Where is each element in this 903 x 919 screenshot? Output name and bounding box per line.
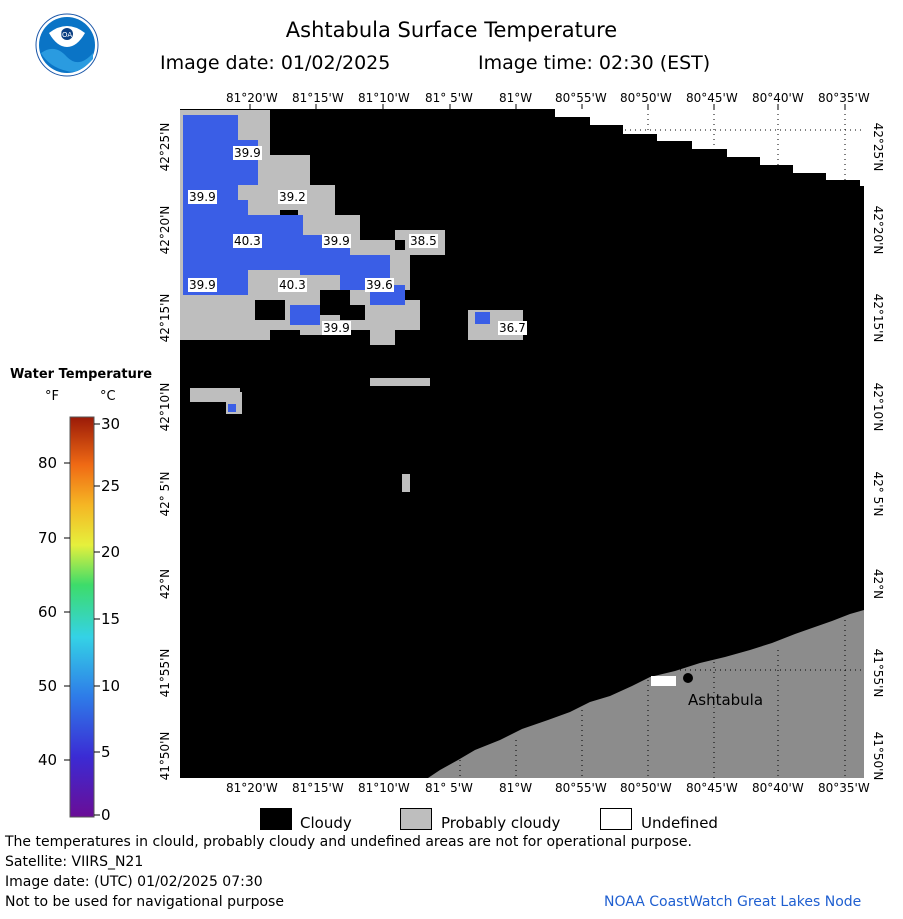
temperature-label: 39.9 — [188, 278, 217, 292]
legend-tick-f: 60 — [38, 603, 58, 621]
lat-label-right: 42°N — [871, 568, 885, 600]
legend-tick-f: 40 — [38, 751, 58, 769]
ashtabula-marker — [683, 673, 693, 683]
legend-tick-c: 15 — [101, 610, 121, 628]
utc-date-text: Image date: (UTC) 01/02/2025 07:30 — [5, 874, 263, 890]
temperature-label: 39.9 — [188, 190, 217, 204]
lat-label-left: 42°25'N — [158, 122, 172, 172]
image-time: Image time: 02:30 (EST) — [478, 52, 711, 74]
undefined-label: Undefined — [641, 814, 718, 832]
lat-label-left: 42°20'N — [158, 205, 172, 255]
legend-unit-celsius: °C — [100, 389, 116, 404]
lat-label-right: 42°15'N — [871, 293, 885, 343]
lat-label-right: 42°10'N — [871, 382, 885, 432]
lon-label-bottom: 80°50'W — [620, 781, 672, 795]
lon-label-bottom: 81° 5'W — [425, 781, 473, 795]
lat-label-right: 42°25'N — [871, 122, 885, 172]
lon-ticks — [249, 104, 846, 109]
legend-unit-fahrenheit: °F — [45, 389, 59, 404]
temperature-colorbar — [69, 416, 95, 818]
legend-tick-c: 30 — [101, 415, 121, 433]
legend-tick-c: 5 — [101, 743, 111, 761]
lon-label-top: 80°45'W — [686, 91, 738, 105]
legend-tick-c: 0 — [101, 806, 111, 824]
land-grid-lines — [459, 620, 864, 778]
cloudy-swatch — [260, 808, 292, 830]
lon-label-bottom: 80°35'W — [818, 781, 870, 795]
undefined-swatch — [600, 808, 632, 830]
lat-label-right: 41°50'N — [871, 731, 885, 781]
temperature-label: 39.2 — [278, 190, 307, 204]
lon-label-top: 81°10'W — [358, 91, 410, 105]
temperature-label: 39.6 — [365, 278, 394, 292]
legend-tick-c: 20 — [101, 543, 121, 561]
legend-tick-f: 50 — [38, 677, 58, 695]
lon-label-top: 80°40'W — [752, 91, 804, 105]
lat-label-right: 42° 5'N — [871, 471, 885, 517]
colorbar-ticks — [64, 423, 100, 816]
lat-label-right: 42°20'N — [871, 205, 885, 255]
lon-label-top: 81°20'W — [226, 91, 278, 105]
lat-label-left: 41°55'N — [158, 648, 172, 698]
temperature-label: 39.9 — [322, 234, 351, 248]
satellite-text: Satellite: VIIRS_N21 — [5, 854, 144, 870]
temperature-label: 36.7 — [498, 321, 527, 335]
legend-tick-f: 70 — [38, 529, 58, 547]
lon-label-top: 81° 5'W — [425, 91, 473, 105]
undefined-shore — [651, 676, 676, 686]
lon-label-bottom: 81°10'W — [358, 781, 410, 795]
undefined-region — [555, 109, 864, 186]
disclaimer-text: The temperatures in clould, probably clo… — [5, 834, 692, 850]
temperature-label: 39.9 — [322, 321, 351, 335]
temperature-label: 40.3 — [278, 278, 307, 292]
map-title: Ashtabula Surface Temperature — [285, 18, 618, 42]
legend-tick-f: 80 — [38, 454, 58, 472]
legend-tick-c: 25 — [101, 477, 121, 495]
lat-label-left: 42°10'N — [158, 382, 172, 432]
lon-label-bottom: 80°45'W — [686, 781, 738, 795]
legend-tick-c: 10 — [101, 677, 121, 695]
noaa-logo: NOAA — [35, 13, 99, 77]
lon-label-bottom: 81°W — [499, 781, 533, 795]
cloudy-label: Cloudy — [300, 814, 352, 832]
place-label-ashtabula: Ashtabula — [688, 691, 764, 709]
grid-lines — [555, 109, 864, 180]
credit-text: NOAA CoastWatch Great Lakes Node — [604, 894, 862, 910]
logo-text: NOAA — [57, 31, 78, 39]
probably-cloudy-swatch — [400, 808, 432, 830]
lon-label-bottom: 80°40'W — [752, 781, 804, 795]
lat-label-left: 42°N — [158, 568, 172, 600]
temperature-label: 39.9 — [233, 146, 262, 160]
lat-label-right: 41°55'N — [871, 648, 885, 698]
navigation-warning: Not to be used for navigational purpose — [5, 894, 284, 910]
temperature-label: 40.3 — [233, 234, 262, 248]
lat-label-left: 42° 5'N — [158, 471, 172, 517]
lon-label-top: 80°35'W — [818, 91, 870, 105]
land-region — [428, 610, 864, 778]
legend-title: Water Temperature — [10, 367, 153, 382]
lon-label-bottom: 81°15'W — [292, 781, 344, 795]
image-date: Image date: 01/02/2025 — [160, 52, 391, 74]
lon-label-top: 80°50'W — [620, 91, 672, 105]
lon-label-top: 81°W — [499, 91, 533, 105]
temperature-label: 38.5 — [409, 234, 438, 248]
probably-cloudy-label: Probably cloudy — [441, 814, 561, 832]
lat-label-left: 42°15'N — [158, 293, 172, 343]
lon-label-top: 80°55'W — [555, 91, 607, 105]
lon-label-bottom: 80°55'W — [555, 781, 607, 795]
lon-label-bottom: 81°20'W — [226, 781, 278, 795]
lat-label-left: 41°50'N — [158, 731, 172, 781]
lon-label-top: 81°15'W — [292, 91, 344, 105]
